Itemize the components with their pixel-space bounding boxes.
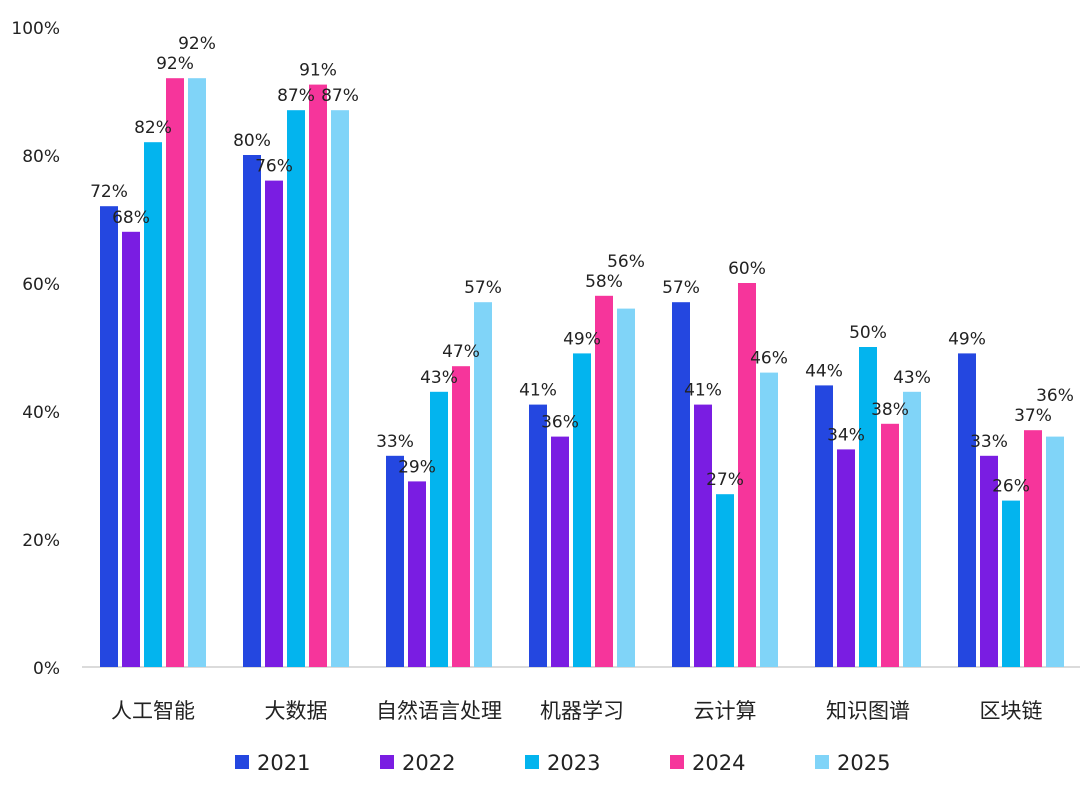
data-label: 82%: [134, 118, 172, 138]
y-tick-label: 20%: [22, 531, 60, 551]
data-labels: 72% 68% 82% 92%92% 80% 76% 87% 91% 87% 33% 29% 43% 4…: [90, 34, 1074, 496]
bar-2024-0: [166, 78, 184, 667]
x-axis: 人工智能 大数据 自然语言处理 机器学习 云计算 知识图谱 区块链: [111, 699, 1043, 723]
y-tick-label: 60%: [22, 275, 60, 295]
data-label: 57%: [662, 278, 700, 298]
y-tick-label: 80%: [22, 147, 60, 167]
bar-2025-2: [474, 302, 492, 667]
bar-2024-1: [309, 84, 327, 668]
legend-label-2023: 2023: [547, 751, 600, 775]
bar-2022-5: [837, 449, 855, 667]
data-label: 33%: [970, 432, 1008, 452]
bar-2021-3: [529, 404, 547, 667]
bar-2023-3: [573, 353, 591, 667]
bar-2024-6: [1024, 430, 1042, 667]
bars: [100, 78, 1064, 668]
bar-2021-5: [815, 385, 833, 667]
bar-2021-1: [243, 155, 261, 667]
data-label: 68%: [112, 208, 150, 228]
data-label: 92%: [178, 34, 216, 54]
data-label: 43%: [893, 368, 931, 388]
data-label: 34%: [827, 425, 865, 445]
data-label: 50%: [849, 323, 887, 343]
bar-2021-0: [100, 206, 118, 667]
data-label: 43%: [420, 368, 458, 388]
bar-2023-0: [144, 142, 162, 667]
bar-2025-5: [903, 391, 921, 667]
legend-label-2025: 2025: [837, 751, 890, 775]
data-label: 58%: [585, 272, 623, 292]
legend-swatch-2025: [815, 755, 829, 769]
y-tick-label: 40%: [22, 403, 60, 423]
y-tick-label: 0%: [33, 659, 60, 679]
legend-label-2021: 2021: [257, 751, 310, 775]
data-label: 72%: [90, 182, 128, 202]
data-label: 92%: [156, 54, 194, 74]
bar-2024-2: [452, 366, 470, 667]
data-label: 37%: [1014, 406, 1052, 426]
x-tick-label: 大数据: [265, 699, 328, 723]
x-tick-label: 自然语言处理: [376, 699, 502, 723]
data-label: 29%: [398, 457, 436, 477]
data-label: 41%: [684, 381, 722, 401]
bar-2024-3: [595, 295, 613, 667]
bar-2021-6: [958, 353, 976, 667]
data-label: 57%: [464, 278, 502, 298]
data-label: 33%: [376, 432, 414, 452]
bar-2021-2: [386, 455, 404, 667]
bar-2023-5: [859, 347, 877, 667]
legend: 2021 2022 2023 2024 2025: [235, 751, 890, 775]
data-label: 49%: [948, 329, 986, 349]
x-tick-label: 人工智能: [111, 699, 195, 723]
data-label: 91%: [299, 61, 337, 81]
data-label: 26%: [992, 477, 1030, 497]
x-tick-label: 机器学习: [540, 699, 624, 723]
bar-2022-6: [980, 455, 998, 667]
bar-2022-1: [265, 180, 283, 667]
bar-2021-4: [672, 302, 690, 667]
bar-2025-4: [760, 372, 778, 667]
bar-2023-1: [287, 110, 305, 667]
data-label: 60%: [728, 259, 766, 279]
bar-2025-6: [1046, 436, 1064, 667]
bar-2025-0: [188, 78, 206, 667]
x-tick-label: 区块链: [980, 699, 1043, 723]
data-label: 76%: [255, 157, 293, 177]
x-tick-label: 云计算: [694, 699, 757, 723]
y-axis: 0% 20% 40% 60% 80% 100%: [11, 19, 60, 679]
bar-2022-3: [551, 436, 569, 667]
data-label: 49%: [563, 329, 601, 349]
bar-2022-4: [694, 404, 712, 667]
data-label: 38%: [871, 400, 909, 420]
bar-2024-4: [738, 283, 756, 667]
bar-2024-5: [881, 423, 899, 667]
legend-label-2022: 2022: [402, 751, 455, 775]
data-label: 46%: [750, 349, 788, 369]
legend-swatch-2023: [525, 755, 539, 769]
bar-2023-4: [716, 494, 734, 667]
data-label: 36%: [541, 413, 579, 433]
legend-swatch-2024: [670, 755, 684, 769]
y-tick-label: 100%: [11, 19, 60, 39]
data-label: 27%: [706, 470, 744, 490]
bar-2023-2: [430, 391, 448, 667]
bar-2023-6: [1002, 500, 1020, 667]
legend-label-2024: 2024: [692, 751, 745, 775]
data-label: 80%: [233, 131, 271, 151]
bar-2025-3: [617, 308, 635, 667]
data-label: 36%: [1036, 386, 1074, 406]
legend-swatch-2021: [235, 755, 249, 769]
x-tick-label: 知识图谱: [826, 699, 910, 723]
data-label: 87%: [321, 86, 359, 106]
bar-2025-1: [331, 110, 349, 667]
data-label: 41%: [519, 381, 557, 401]
data-label: 87%: [277, 86, 315, 106]
legend-swatch-2022: [380, 755, 394, 769]
data-label: 56%: [607, 252, 645, 272]
bar-2022-0: [122, 231, 140, 668]
data-label: 47%: [442, 342, 480, 362]
data-label: 44%: [805, 361, 843, 381]
bar-2022-2: [408, 481, 426, 667]
